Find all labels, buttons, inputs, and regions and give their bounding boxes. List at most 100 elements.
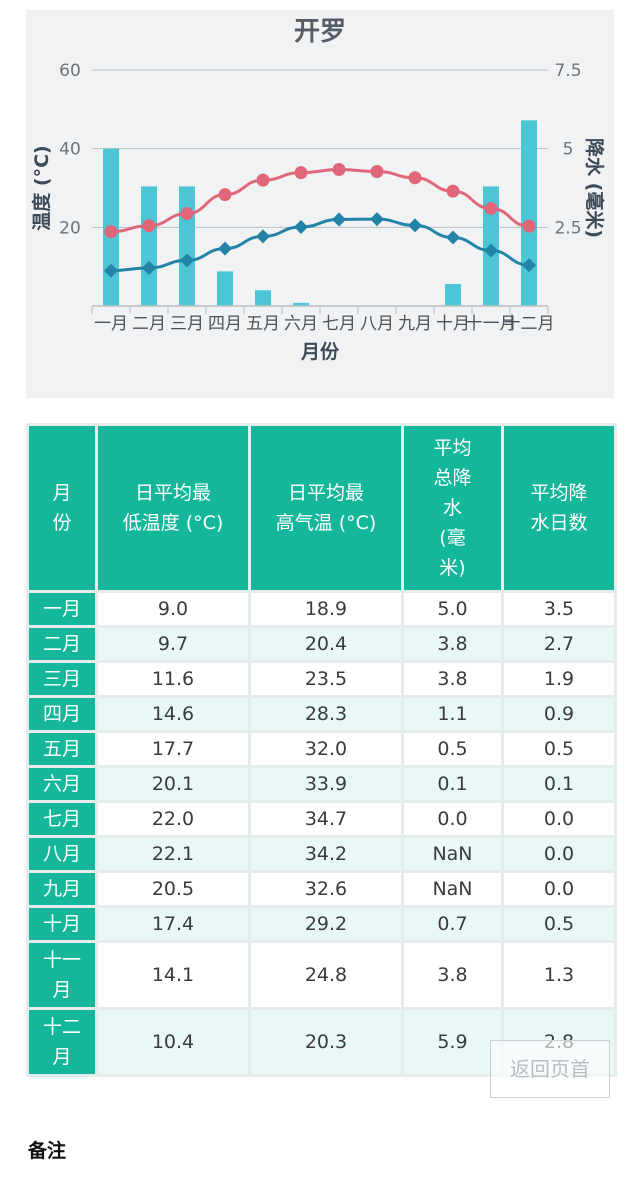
header-line: 平均降 [530, 482, 588, 504]
cell-days: 0.9 [504, 698, 614, 730]
table-header-cell: 平均 总降水 (毫 米) [404, 426, 501, 590]
x-tick-label: 一月 [94, 314, 128, 334]
cell-low: 14.6 [98, 698, 248, 730]
header-line: 水 [442, 497, 462, 519]
month-cell: 九月 [29, 873, 95, 905]
table-row: 四月 14.6 28.3 1.1 0.9 [29, 698, 614, 730]
month-label: 七月 [42, 808, 81, 830]
table-row: 二月 9.7 20.4 3.8 2.7 [29, 628, 614, 660]
low-temp-point [218, 241, 232, 256]
precip-bar [217, 271, 233, 306]
y2-axis-title: 降水 (毫米) [583, 138, 606, 238]
high-temp-point [180, 207, 194, 221]
cell-high: 20.3 [251, 1010, 401, 1074]
low-temp-point [522, 258, 536, 273]
climate-table: 月份日平均最 低温度 (°C) 日平均最 高气温 (°C) 平均 总降水 (毫 米) 平均降 水日… [26, 423, 617, 1077]
climate-chart-panel: 开罗 20 40 60 2.5 5 7.5 温度 (°C) 降水 (毫米) 一月 二月 三月 四月 五月六… [26, 10, 614, 398]
cell-high: 24.8 [251, 943, 401, 1007]
table-row: 九月 20.5 32.6 NaN 0.0 [29, 873, 614, 905]
header-line: 高气温 (°C) [275, 512, 377, 534]
table-row: 一月 9.0 18.9 5.0 3.5 [29, 593, 614, 625]
low-temp-point [256, 229, 270, 244]
table-row: 七月 22.0 34.7 0.0 0.0 [29, 803, 614, 835]
low-temp-point [446, 230, 460, 245]
cell-precip: NaN [404, 838, 501, 870]
month-label: 九月 [42, 878, 81, 900]
header-line: 份 [52, 512, 72, 534]
table-header-cell: 月份 [29, 426, 95, 590]
chart-title: 开罗 [294, 17, 346, 47]
month-label: 一月 [42, 598, 81, 620]
cell-high: 33.9 [251, 768, 401, 800]
low-temp-point [142, 260, 156, 275]
header-line: 月 [52, 482, 72, 504]
cell-high: 34.2 [251, 838, 401, 870]
high-temp-point [218, 188, 232, 202]
low-temp-point [484, 243, 498, 258]
precip-bar [445, 283, 461, 306]
cell-precip: 0.5 [404, 733, 501, 765]
high-temp-point [484, 201, 498, 215]
cell-high: 20.4 [251, 628, 401, 660]
x-tick-label: 四月 [208, 314, 242, 334]
cell-low: 10.4 [98, 1010, 248, 1074]
x-tick-label: 十月 [436, 314, 470, 334]
x-tick-label: 三月 [170, 314, 204, 334]
high-temp-point [522, 219, 536, 233]
low-temp-point [104, 263, 118, 278]
month-label: 三月 [42, 668, 81, 690]
month-cell: 六月 [29, 768, 95, 800]
cell-low: 20.5 [98, 873, 248, 905]
cell-low: 17.7 [98, 733, 248, 765]
cell-precip: 5.9 [404, 1010, 501, 1074]
cell-low: 9.0 [98, 593, 248, 625]
high-temp-point [104, 225, 118, 239]
y-tick-label: 40 [59, 140, 81, 160]
y-axis-title: 温度 (°C) [30, 145, 53, 230]
cell-days: 0.1 [504, 768, 614, 800]
cell-high: 34.7 [251, 803, 401, 835]
x-tick-label: 十二月 [504, 314, 555, 334]
table-row: 五月 17.7 32.0 0.5 0.5 [29, 733, 614, 765]
cell-days: 1.9 [504, 663, 614, 695]
cell-days: 0.0 [504, 873, 614, 905]
x-tick-label: 二月 [132, 314, 166, 334]
cell-high: 28.3 [251, 698, 401, 730]
cell-days: 0.0 [504, 803, 614, 835]
cell-low: 20.1 [98, 768, 248, 800]
cell-days: 0.0 [504, 838, 614, 870]
high-temp-point [294, 166, 308, 180]
high-temp-point [142, 219, 156, 233]
month-cell: 八月 [29, 838, 95, 870]
cell-days: 2.7 [504, 628, 614, 660]
month-label: 月 [52, 979, 72, 1001]
month-cell: 一月 [29, 593, 95, 625]
month-cell: 五月 [29, 733, 95, 765]
cell-precip: NaN [404, 873, 501, 905]
precip-bar [179, 186, 195, 306]
high-temp-point [370, 164, 384, 178]
header-line: 日平均最 [134, 482, 211, 504]
month-label: 六月 [42, 773, 81, 795]
month-cell: 十一月 [29, 943, 95, 1007]
month-label: 十一 [42, 949, 81, 971]
back-to-top-button[interactable]: 返回页首 [490, 1040, 610, 1098]
cell-precip: 3.8 [404, 628, 501, 660]
month-cell: 十二月 [29, 1010, 95, 1074]
cell-precip: 0.7 [404, 908, 501, 940]
high-temp-point [332, 163, 346, 177]
x-tick-label: 六月 [284, 314, 318, 334]
cell-high: 18.9 [251, 593, 401, 625]
cell-high: 23.5 [251, 663, 401, 695]
cell-low: 22.0 [98, 803, 248, 835]
month-label: 二月 [42, 633, 81, 655]
table-header-cell: 平均降 水日数 [504, 426, 614, 590]
high-temp-point [408, 171, 422, 185]
precip-bar [293, 302, 309, 306]
month-cell: 四月 [29, 698, 95, 730]
table-row: 十月 17.4 29.2 0.7 0.5 [29, 908, 614, 940]
cell-days: 0.5 [504, 908, 614, 940]
table-row: 十一月 14.1 24.8 3.8 1.3 [29, 943, 614, 1007]
cell-high: 29.2 [251, 908, 401, 940]
low-temp-point [408, 218, 422, 233]
